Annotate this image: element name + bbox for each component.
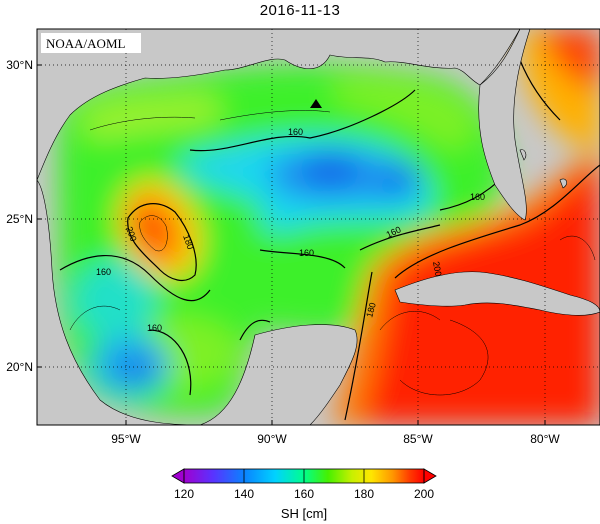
contour-label: 180 xyxy=(364,301,378,318)
colorbar-tick: 120 xyxy=(174,487,194,501)
colorbar-tick: 200 xyxy=(414,487,434,501)
colorbar-tick: 160 xyxy=(294,487,314,501)
credit-box xyxy=(41,33,141,53)
contour-label: 200 xyxy=(124,225,139,243)
lon-label-90w: 90°W xyxy=(257,432,287,446)
station-marker-triangle xyxy=(310,99,322,108)
us-coast xyxy=(37,29,521,181)
lon-label-85w: 85°W xyxy=(403,432,433,446)
lat-label-20n: 20°N xyxy=(6,360,33,374)
axis-ticks xyxy=(37,64,546,425)
credit-label: NOAA/AOML xyxy=(46,36,126,51)
contour-label-group: 200 180 160 160 160 160 160 180 160 200 xyxy=(96,127,485,333)
colorbar-min-arrow xyxy=(171,468,185,484)
lon-label-80w: 80°W xyxy=(530,432,560,446)
map-title: 2016-11-13 xyxy=(259,2,341,19)
contour-label: 160 xyxy=(288,127,303,137)
contour-label: 200 xyxy=(431,261,443,278)
contour-label: 160 xyxy=(96,267,111,277)
bahamas-islet xyxy=(559,178,568,189)
lat-label-25n: 25°N xyxy=(6,212,33,226)
colorbar-max-arrow xyxy=(423,468,437,484)
yucatan-peninsula xyxy=(199,324,358,425)
colorbar-tick: 180 xyxy=(354,487,374,501)
lat-label-30n: 30°N xyxy=(6,58,33,72)
contour-label: 160 xyxy=(147,323,162,333)
contour-label: 160 xyxy=(470,192,485,202)
contour-label: 180 xyxy=(181,233,196,251)
colorbar: 120 140 160 180 200 SH [cm] xyxy=(171,468,437,521)
colorbar-tick: 140 xyxy=(234,487,254,501)
contour-lines xyxy=(59,59,600,421)
map-frame xyxy=(36,28,600,426)
colorbar-title: SH [cm] xyxy=(281,506,327,521)
bahamas-islet xyxy=(519,149,527,161)
lon-label-95w: 95°W xyxy=(111,432,141,446)
mexico-west-coast xyxy=(37,179,201,425)
map-panel xyxy=(37,29,600,425)
coastlines xyxy=(37,29,600,425)
contour-label: 160 xyxy=(299,248,314,258)
